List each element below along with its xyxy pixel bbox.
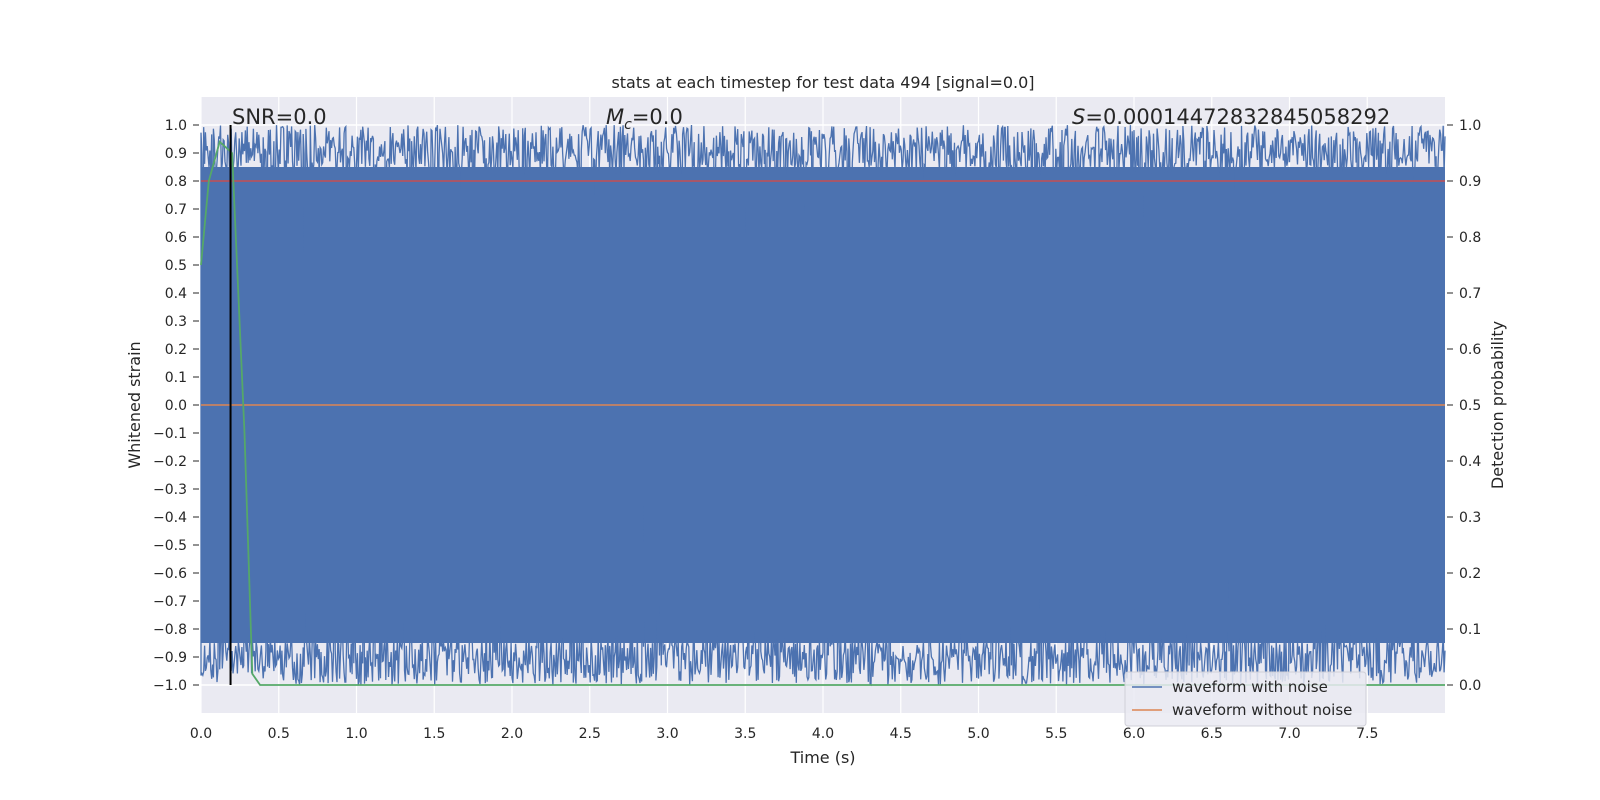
- annotation-snr: SNR=0.0: [232, 105, 327, 129]
- x-tick-label: 0.5: [268, 726, 290, 742]
- y-tick-label: −0.3: [153, 482, 187, 498]
- y-tick-label: −0.5: [153, 538, 187, 554]
- y-tick-label: −0.9: [153, 650, 187, 666]
- x-tick-label: 5.0: [967, 726, 989, 742]
- y-tick-label: −0.8: [153, 622, 187, 638]
- legend-box: [1124, 671, 1367, 727]
- y-tick-label: 0.6: [165, 230, 187, 246]
- annotation-chirp-mass: Mc=0.0: [606, 105, 683, 133]
- x-axis-ticks: 0.0 0.5 1.0 1.5 2.0 2.5 3.0 3.5 4.0 4.5 5.0 5.5 6.0 6…: [190, 726, 1379, 742]
- waveform-upper-edge: [200, 124, 1446, 405]
- y2-tick-label: 0.5: [1459, 398, 1481, 414]
- waveform-lower-edge: [200, 405, 1446, 687]
- y-tick-label: −0.1: [153, 426, 187, 442]
- y2-tick-label: 0.9: [1459, 174, 1481, 190]
- y-tick-label: 0.1: [165, 370, 187, 386]
- y-axis-ticks: 1.0 0.9 0.8 0.7 0.6 0.5 0.4 0.3 0.2 0.1 0.0 −0.1 −0.…: [153, 118, 199, 694]
- y-tick-label: 0.4: [165, 286, 187, 302]
- y-tick-label: −0.6: [153, 566, 187, 582]
- y2-tick-label: 1.0: [1459, 118, 1481, 134]
- y-tick-label: −0.2: [153, 454, 187, 470]
- x-tick-label: 0.0: [190, 726, 212, 742]
- y-tick-label: −0.7: [153, 594, 187, 610]
- legend-entry-waveform-with-noise: waveform with noise: [1172, 678, 1328, 696]
- annotation-s: S=0.00014472832845058292: [1072, 105, 1390, 129]
- x-tick-label: 6.5: [1201, 726, 1223, 742]
- x-tick-label: 1.5: [423, 726, 445, 742]
- y2-tick-label: 0.4: [1459, 454, 1481, 470]
- y-tick-label: 0.5: [165, 258, 187, 274]
- annotation-mc-symbol: M: [606, 105, 624, 129]
- y2-tick-label: 0.8: [1459, 230, 1481, 246]
- series-lines: [200, 125, 1445, 686]
- series-detection-probability: [200, 140, 1445, 686]
- annotation-mc-subscript: c: [624, 117, 632, 133]
- y-tick-label: −0.4: [153, 510, 187, 526]
- y-tick-label: 1.0: [165, 118, 187, 134]
- y-tick-label: 0.9: [165, 146, 187, 162]
- y-tick-label: −1.0: [153, 678, 187, 694]
- y-tick-label: 0.8: [165, 174, 187, 190]
- x-tick-label: 7.5: [1356, 726, 1378, 742]
- x-tick-label: 4.5: [890, 726, 912, 742]
- y-tick-label: 0.0: [165, 398, 187, 414]
- x-tick-label: 3.5: [734, 726, 756, 742]
- x-tick-label: 2.5: [579, 726, 601, 742]
- annotation-s-value: =0.00014472832845058292: [1085, 105, 1390, 129]
- y2-tick-label: 0.2: [1459, 566, 1481, 582]
- chart-title: stats at each timestep for test data 494…: [611, 73, 1034, 92]
- y2-tick-label: 0.3: [1459, 510, 1481, 526]
- x-tick-label: 7.0: [1278, 726, 1300, 742]
- x-tick-label: 5.5: [1045, 726, 1067, 742]
- y-tick-label: 0.2: [165, 342, 187, 358]
- y-tick-label: 0.7: [165, 202, 187, 218]
- y-axis-label: Whitened strain: [125, 341, 144, 468]
- x-tick-label: 3.0: [656, 726, 678, 742]
- x-tick-label: 4.0: [812, 726, 834, 742]
- legend: waveform with noise waveform without noi…: [1124, 671, 1367, 727]
- y2-axis-label: Detection probability: [1488, 321, 1507, 489]
- y2-tick-label: 0.6: [1459, 342, 1481, 358]
- x-tick-label: 1.0: [345, 726, 367, 742]
- x-axis-label: Time (s): [789, 748, 855, 767]
- y2-tick-label: 0.7: [1459, 286, 1481, 302]
- annotation-mc-value: =0.0: [632, 105, 683, 129]
- annotation-s-symbol: S: [1072, 105, 1085, 129]
- y2-axis-ticks: 1.0 0.9 0.8 0.7 0.6 0.5 0.4 0.3 0.2 0.1 0.0: [1447, 118, 1481, 694]
- y-tick-label: 0.3: [165, 314, 187, 330]
- x-tick-label: 2.0: [501, 726, 523, 742]
- legend-entry-waveform-without-noise: waveform without noise: [1172, 701, 1352, 719]
- y2-tick-label: 0.1: [1459, 622, 1481, 638]
- y2-tick-label: 0.0: [1459, 678, 1481, 694]
- x-tick-label: 6.0: [1123, 726, 1145, 742]
